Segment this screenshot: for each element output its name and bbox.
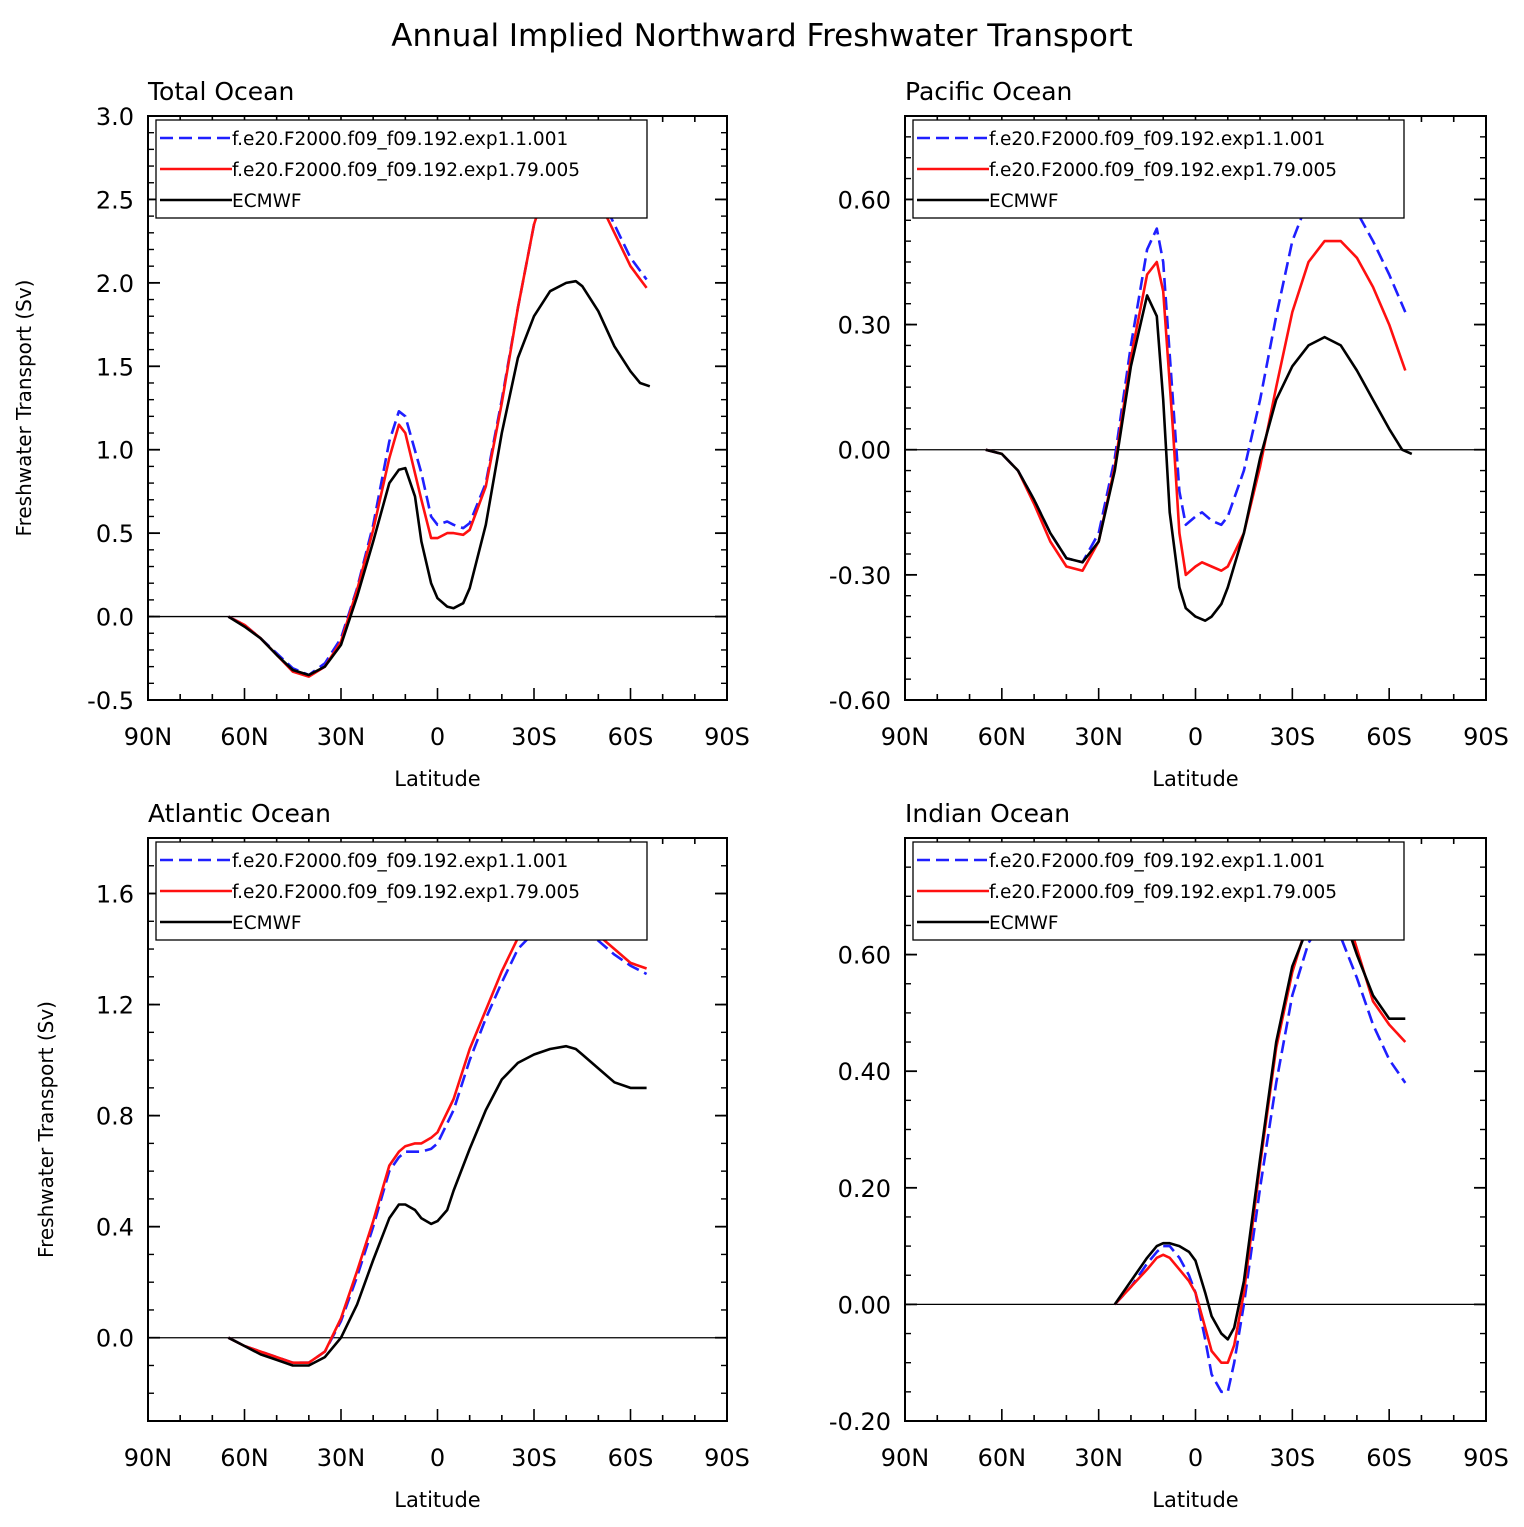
x-tick-label: 90N bbox=[124, 723, 173, 751]
y-tick-label: 1.0 bbox=[96, 437, 134, 465]
panel-title: Total Ocean bbox=[147, 77, 294, 106]
legend-label: f.e20.F2000.f09_f09.192.exp1.79.005 bbox=[989, 882, 1337, 903]
legend-label: f.e20.F2000.f09_f09.192.exp1.79.005 bbox=[232, 882, 580, 903]
y-tick-label: 0.60 bbox=[838, 186, 891, 214]
panel-title: Indian Ocean bbox=[905, 799, 1070, 828]
x-tick-label: 30S bbox=[1269, 723, 1315, 751]
y-tick-label: 0.0 bbox=[96, 604, 134, 632]
y-tick-label: 0.20 bbox=[838, 1175, 891, 1203]
x-tick-label: 60N bbox=[220, 723, 269, 751]
legend-label: ECMWF bbox=[989, 191, 1059, 212]
y-tick-label: 2.0 bbox=[96, 270, 134, 298]
x-tick-label: 90S bbox=[704, 1444, 750, 1472]
y-tick-label: 3.0 bbox=[96, 103, 134, 131]
y-tick-label: 1.6 bbox=[96, 881, 134, 909]
panel-pacific-ocean: Pacific Ocean 90N 60N 30N 0 30S 60S 90S Latitude… bbox=[829, 77, 1509, 791]
x-tick-label: 90N bbox=[881, 723, 930, 751]
x-tick-label: 60S bbox=[608, 1444, 654, 1472]
y-tick-label: 0.40 bbox=[838, 1058, 891, 1086]
series-line-obs bbox=[985, 294, 1413, 622]
y-tick-label: 0.4 bbox=[96, 1214, 134, 1242]
x-tick-label: 30S bbox=[511, 1444, 557, 1472]
y-tick-label: 0.5 bbox=[96, 520, 134, 548]
x-tick-label: 30S bbox=[1269, 1444, 1315, 1472]
x-tick-label: 0 bbox=[1188, 723, 1203, 751]
x-tick-label: 0 bbox=[1188, 1444, 1203, 1472]
x-axis-label: Latitude bbox=[394, 1488, 480, 1512]
x-axis-label: Latitude bbox=[394, 767, 480, 791]
x-tick-label: 0 bbox=[430, 1444, 445, 1472]
y-tick-label: 1.2 bbox=[96, 992, 134, 1020]
legend-label: ECMWF bbox=[232, 191, 302, 212]
series-line-obs bbox=[227, 1044, 647, 1367]
y-tick-label: -0.60 bbox=[829, 687, 891, 715]
panel-indian-ocean: Indian Ocean 90N 60N 30N 0 30S 60S 90S Latitude -… bbox=[829, 799, 1509, 1512]
panel-atlantic-ocean: Atlantic Ocean 90N 60N 30N 0 30S 60S 90S Latitud… bbox=[34, 799, 750, 1512]
legend-label: f.e20.F2000.f09_f09.192.exp1.1.001 bbox=[232, 851, 568, 872]
x-tick-label: 30N bbox=[317, 723, 366, 751]
y-tick-label: 0.60 bbox=[838, 942, 891, 970]
legend-box bbox=[912, 841, 1405, 941]
legend-box bbox=[912, 119, 1405, 219]
x-tick-label: 0 bbox=[430, 723, 445, 751]
legend-label: f.e20.F2000.f09_f09.192.exp1.79.005 bbox=[989, 160, 1337, 181]
figure-title: Annual Implied Northward Freshwater Tran… bbox=[391, 18, 1132, 54]
y-tick-label: 0.30 bbox=[838, 312, 891, 340]
y-tick-label: 0.8 bbox=[96, 1103, 134, 1131]
series-line-exp1 bbox=[227, 917, 648, 1364]
x-tick-label: 90N bbox=[881, 1444, 930, 1472]
y-tick-label: 1.5 bbox=[96, 353, 134, 381]
x-tick-label: 90S bbox=[704, 723, 750, 751]
legend-label: f.e20.F2000.f09_f09.192.exp1.1.001 bbox=[232, 129, 568, 150]
legend-label: ECMWF bbox=[232, 913, 302, 934]
series-line-obs bbox=[227, 279, 651, 677]
legend-label: ECMWF bbox=[989, 913, 1059, 934]
x-tick-label: 30N bbox=[1074, 1444, 1123, 1472]
x-axis-label: Latitude bbox=[1152, 1488, 1238, 1512]
y-axis-label: Freshwater Transport (Sv) bbox=[34, 1001, 58, 1258]
x-tick-label: 60N bbox=[978, 1444, 1027, 1472]
y-tick-label: 0.00 bbox=[838, 437, 891, 465]
series-line-exp2 bbox=[227, 908, 648, 1364]
y-tick-label: 0.00 bbox=[838, 1291, 891, 1319]
legend-label: f.e20.F2000.f09_f09.192.exp1.1.001 bbox=[989, 129, 1325, 150]
x-tick-label: 60N bbox=[220, 1444, 269, 1472]
panel-title: Pacific Ocean bbox=[905, 77, 1072, 106]
x-tick-label: 60S bbox=[608, 723, 654, 751]
x-tick-label: 60S bbox=[1366, 723, 1412, 751]
y-tick-label: 0.0 bbox=[96, 1325, 134, 1353]
legend-box bbox=[155, 841, 648, 941]
panel-total-ocean: Total Ocean 90N 60N 30N 0 30S 60S 90S Latitude -0… bbox=[12, 77, 750, 791]
series-line-exp1 bbox=[985, 181, 1407, 564]
x-tick-label: 60N bbox=[978, 723, 1027, 751]
y-tick-label: -0.30 bbox=[829, 562, 891, 590]
series-line-exp2 bbox=[985, 239, 1407, 577]
x-tick-label: 60S bbox=[1366, 1444, 1412, 1472]
series-line-exp1 bbox=[1113, 918, 1407, 1394]
legend-label: f.e20.F2000.f09_f09.192.exp1.79.005 bbox=[232, 160, 580, 181]
x-tick-label: 30S bbox=[511, 723, 557, 751]
legend-label: f.e20.F2000.f09_f09.192.exp1.1.001 bbox=[989, 851, 1325, 872]
series-line-exp2 bbox=[1113, 883, 1407, 1364]
legend-box bbox=[155, 119, 648, 219]
x-tick-label: 90S bbox=[1463, 1444, 1509, 1472]
y-axis-label: Freshwater Transport (Sv) bbox=[12, 280, 36, 537]
y-tick-label: -0.5 bbox=[87, 687, 134, 715]
x-tick-label: 90N bbox=[124, 1444, 173, 1472]
y-tick-label: -0.20 bbox=[829, 1408, 891, 1436]
x-tick-label: 30N bbox=[1074, 723, 1123, 751]
x-tick-label: 90S bbox=[1463, 723, 1509, 751]
panel-title: Atlantic Ocean bbox=[148, 799, 331, 828]
y-tick-label: 2.5 bbox=[96, 186, 134, 214]
x-axis-label: Latitude bbox=[1152, 767, 1238, 791]
x-tick-label: 30N bbox=[317, 1444, 366, 1472]
